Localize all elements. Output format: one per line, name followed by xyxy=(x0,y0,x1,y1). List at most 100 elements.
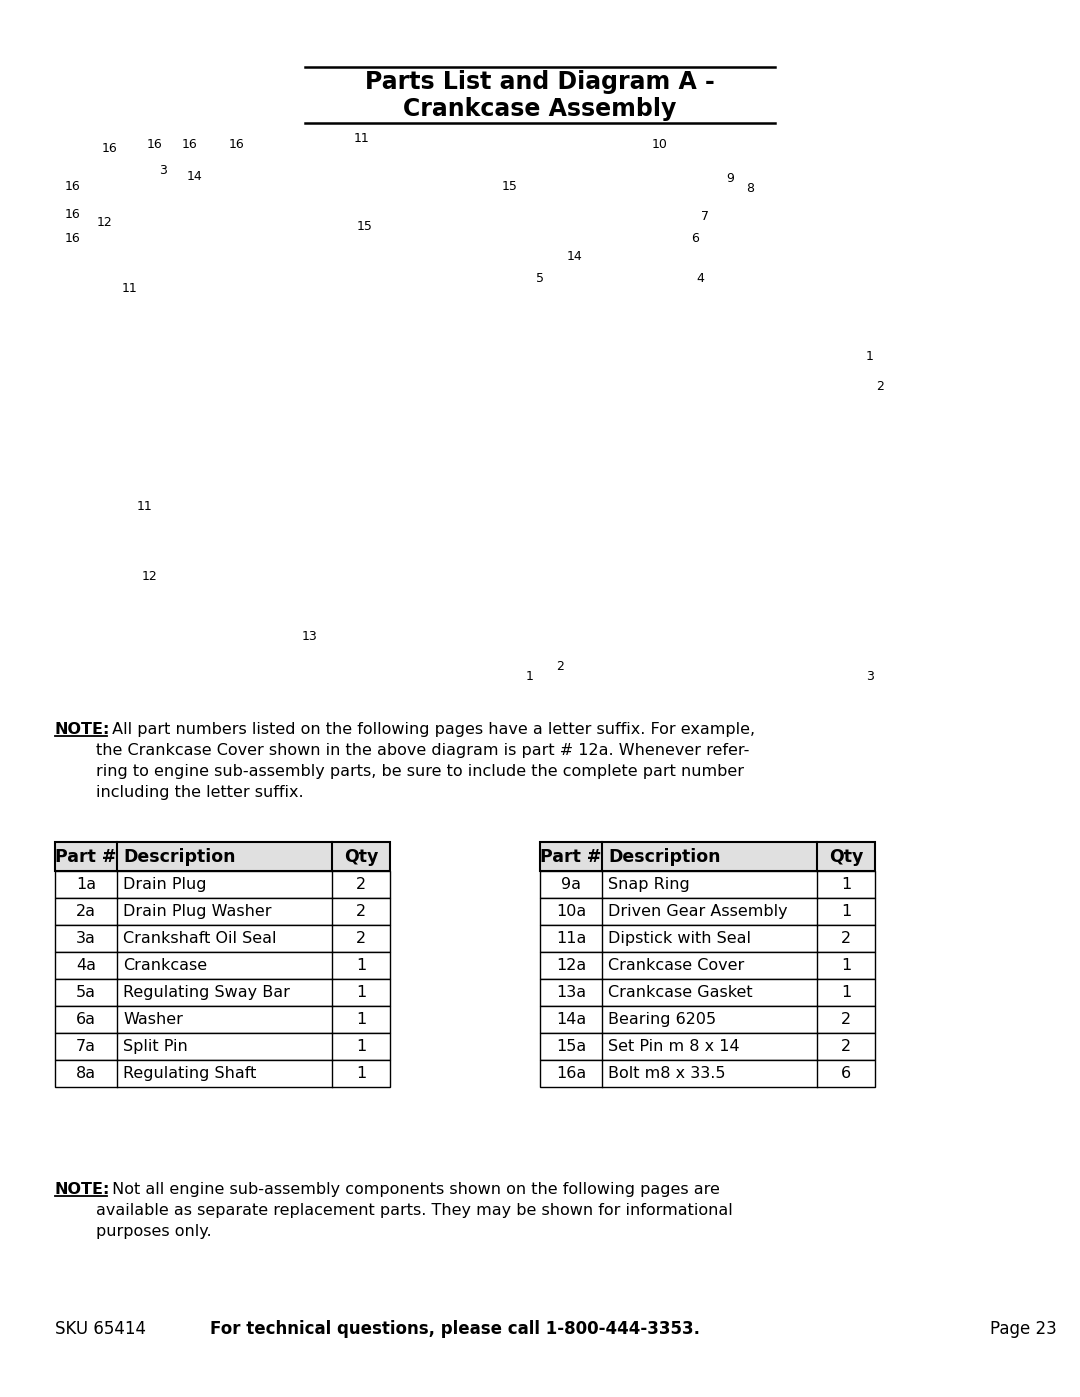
Text: 1: 1 xyxy=(526,671,534,683)
Text: Crankcase Gasket: Crankcase Gasket xyxy=(608,985,753,1000)
Text: 7: 7 xyxy=(701,211,708,224)
Text: 10a: 10a xyxy=(556,904,586,919)
Text: 16: 16 xyxy=(229,138,245,151)
Text: Washer: Washer xyxy=(123,1011,183,1027)
Text: Drain Plug Washer: Drain Plug Washer xyxy=(123,904,271,919)
Text: Dipstick with Seal: Dipstick with Seal xyxy=(608,930,751,946)
Text: 12: 12 xyxy=(143,570,158,584)
Text: Bearing 6205: Bearing 6205 xyxy=(608,1011,716,1027)
Text: 13a: 13a xyxy=(556,985,586,1000)
Bar xyxy=(55,951,390,979)
Text: 2a: 2a xyxy=(76,904,96,919)
Text: available as separate replacement parts. They may be shown for informational: available as separate replacement parts.… xyxy=(55,1203,732,1218)
Text: Description: Description xyxy=(608,848,720,866)
Text: Description: Description xyxy=(123,848,235,866)
Text: 2: 2 xyxy=(356,877,366,893)
Text: For technical questions, please call 1-800-444-3353.: For technical questions, please call 1-8… xyxy=(210,1320,700,1338)
Text: Qty: Qty xyxy=(343,848,378,866)
Text: 4a: 4a xyxy=(76,958,96,972)
Text: 15: 15 xyxy=(357,221,373,233)
Text: 1: 1 xyxy=(866,351,874,363)
Bar xyxy=(40,137,1030,707)
Bar xyxy=(55,870,390,898)
Text: Parts List and Diagram A -: Parts List and Diagram A - xyxy=(365,70,715,94)
Text: 1: 1 xyxy=(356,985,366,1000)
Bar xyxy=(540,1032,875,1060)
Bar xyxy=(55,842,390,870)
Bar xyxy=(540,842,875,870)
Text: 6: 6 xyxy=(691,232,699,246)
Text: All part numbers listed on the following pages have a letter suffix. For example: All part numbers listed on the following… xyxy=(107,722,755,738)
Text: 1a: 1a xyxy=(76,877,96,893)
Text: 1: 1 xyxy=(356,1039,366,1053)
Text: 9: 9 xyxy=(726,172,734,186)
Bar xyxy=(540,951,875,979)
Text: 14a: 14a xyxy=(556,1011,586,1027)
Text: 2: 2 xyxy=(841,930,851,946)
Text: 2: 2 xyxy=(876,380,883,394)
Text: Regulating Shaft: Regulating Shaft xyxy=(123,1066,256,1081)
Text: Crankcase Cover: Crankcase Cover xyxy=(608,958,744,972)
Text: 16: 16 xyxy=(183,138,198,151)
Text: 1: 1 xyxy=(841,904,851,919)
Text: 6a: 6a xyxy=(76,1011,96,1027)
Text: 16: 16 xyxy=(65,232,81,246)
Text: 16: 16 xyxy=(65,208,81,221)
Text: 16: 16 xyxy=(147,138,163,151)
Text: 3: 3 xyxy=(159,165,167,177)
Bar xyxy=(55,898,390,925)
Text: 1: 1 xyxy=(841,985,851,1000)
Text: 2: 2 xyxy=(356,904,366,919)
Text: 1: 1 xyxy=(841,877,851,893)
Bar xyxy=(55,979,390,1006)
Text: Crankshaft Oil Seal: Crankshaft Oil Seal xyxy=(123,930,276,946)
Bar xyxy=(55,925,390,951)
Text: purposes only.: purposes only. xyxy=(55,1224,212,1239)
Text: 2: 2 xyxy=(556,661,564,673)
Text: Qty: Qty xyxy=(828,848,863,866)
Bar xyxy=(540,925,875,951)
Bar xyxy=(540,870,875,898)
Text: 11: 11 xyxy=(137,500,153,514)
Text: 2: 2 xyxy=(841,1039,851,1053)
Text: 5: 5 xyxy=(536,272,544,285)
Text: 16a: 16a xyxy=(556,1066,586,1081)
Text: 12: 12 xyxy=(97,215,113,229)
Text: Crankcase: Crankcase xyxy=(123,958,207,972)
Text: SKU 65414: SKU 65414 xyxy=(55,1320,146,1338)
Text: Snap Ring: Snap Ring xyxy=(608,877,690,893)
Bar xyxy=(540,1060,875,1087)
Text: Bolt m8 x 33.5: Bolt m8 x 33.5 xyxy=(608,1066,726,1081)
Text: Split Pin: Split Pin xyxy=(123,1039,188,1053)
Text: Part #: Part # xyxy=(540,848,602,866)
Text: 5a: 5a xyxy=(76,985,96,1000)
Text: 8: 8 xyxy=(746,183,754,196)
Text: 7a: 7a xyxy=(76,1039,96,1053)
Bar xyxy=(540,1006,875,1032)
Text: Not all engine sub-assembly components shown on the following pages are: Not all engine sub-assembly components s… xyxy=(107,1182,720,1197)
Text: 15: 15 xyxy=(502,180,518,194)
Bar xyxy=(55,1060,390,1087)
Text: 4: 4 xyxy=(697,272,704,285)
Text: 10: 10 xyxy=(652,138,667,151)
Text: 2: 2 xyxy=(356,930,366,946)
Text: ring to engine sub-assembly parts, be sure to include the complete part number: ring to engine sub-assembly parts, be su… xyxy=(55,764,744,780)
Text: 15a: 15a xyxy=(556,1039,586,1053)
Text: Crankcase Assembly: Crankcase Assembly xyxy=(403,96,677,122)
Text: NOTE:: NOTE: xyxy=(55,722,110,738)
Text: 9a: 9a xyxy=(561,877,581,893)
Text: 2: 2 xyxy=(841,1011,851,1027)
Text: 8a: 8a xyxy=(76,1066,96,1081)
Bar xyxy=(55,1006,390,1032)
Text: 1: 1 xyxy=(356,1066,366,1081)
Text: 14: 14 xyxy=(187,170,203,183)
Text: 6: 6 xyxy=(841,1066,851,1081)
Text: Part #: Part # xyxy=(55,848,117,866)
Text: Drain Plug: Drain Plug xyxy=(123,877,206,893)
Text: Set Pin m 8 x 14: Set Pin m 8 x 14 xyxy=(608,1039,740,1053)
Text: 12a: 12a xyxy=(556,958,586,972)
Text: NOTE:: NOTE: xyxy=(55,1182,110,1197)
Text: 1: 1 xyxy=(841,958,851,972)
Text: 14: 14 xyxy=(567,250,583,264)
Bar xyxy=(540,898,875,925)
